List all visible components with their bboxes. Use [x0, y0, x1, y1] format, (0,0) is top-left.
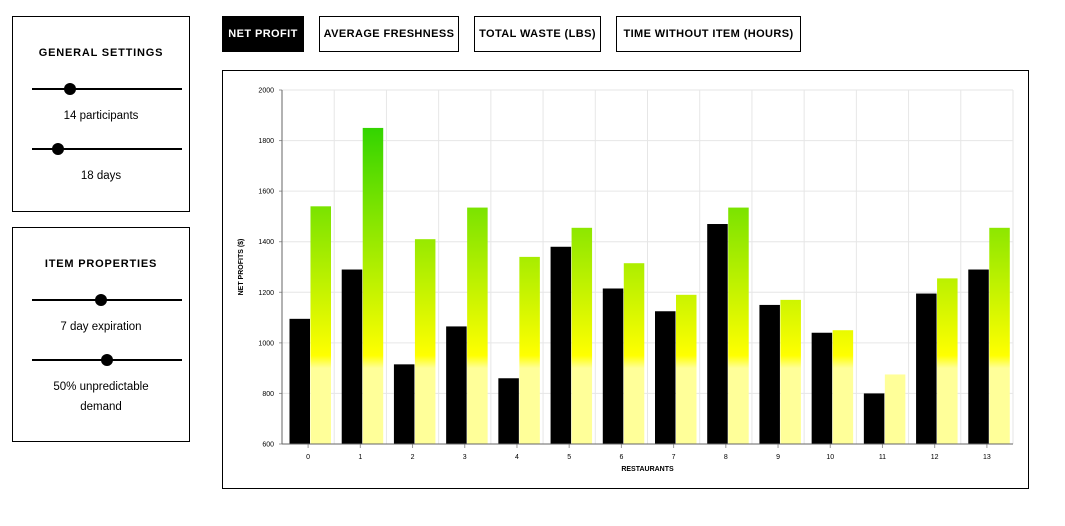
- x-tick-label: 11: [879, 454, 886, 461]
- expiration-slider[interactable]: [32, 293, 182, 307]
- x-tick-label: 8: [724, 454, 728, 461]
- bar-series-2: [519, 256, 540, 444]
- x-tick-label: 6: [619, 454, 623, 461]
- item-properties-title: ITEM PROPERTIES: [44, 258, 158, 270]
- tab-average-freshness[interactable]: AVERAGE FRESHNESS: [319, 16, 459, 52]
- bar-series-1: [811, 332, 833, 444]
- bar-series-1: [498, 378, 519, 444]
- bar-series-2: [414, 239, 436, 444]
- participants-label: 14 participants: [63, 110, 139, 122]
- y-tick-label: 1400: [258, 239, 274, 246]
- x-tick-label: 2: [411, 454, 415, 461]
- bar-series-1: [393, 364, 415, 444]
- x-tick-label: 3: [463, 454, 467, 461]
- bar-series-2: [989, 227, 1010, 444]
- bar-series-2: [884, 374, 906, 444]
- bar-series-2: [937, 278, 958, 444]
- bar-series-2: [623, 263, 645, 444]
- x-tick-label: 13: [983, 454, 991, 461]
- x-tick-label: 10: [826, 454, 834, 461]
- bar-series-1: [863, 393, 885, 444]
- grid-layer: [281, 89, 1014, 445]
- days-label: 18 days: [80, 170, 122, 182]
- chart-container: 600 800 1000 1200 1400 1600 1800 2000 0 1 2 3 4 5 6 7 8 9…: [222, 70, 1029, 489]
- y-tick-label: 1800: [258, 138, 274, 145]
- demand-slider[interactable]: [32, 353, 182, 367]
- tab-total-waste[interactable]: TOTAL WASTE (LBS): [474, 16, 601, 52]
- y-axis-title: NET PROFITS ($): [238, 239, 245, 296]
- slider-thumb[interactable]: [51, 143, 64, 155]
- x-tick-label: 4: [515, 454, 519, 461]
- y-tick-label: 1000: [258, 340, 274, 347]
- x-tick-label: 0: [306, 454, 310, 461]
- tab-time-without-item[interactable]: TIME WITHOUT ITEM (HOURS): [616, 16, 801, 52]
- general-settings-panel: GENERAL SETTINGS 14 participants 18 days: [12, 16, 190, 212]
- slider-track[interactable]: [32, 88, 182, 90]
- bar-series-1: [602, 288, 624, 444]
- bar-series-2: [728, 207, 749, 444]
- participants-slider[interactable]: [32, 82, 182, 96]
- slider-thumb[interactable]: [63, 83, 76, 95]
- demand-label: 50% unpredictable demand: [53, 381, 149, 413]
- bar-series-1: [446, 326, 467, 444]
- bars-layer: [289, 127, 1010, 444]
- y-tick-label: 1200: [258, 290, 274, 297]
- bar-series-2: [571, 227, 593, 444]
- x-tick-label: 9: [776, 454, 780, 461]
- x-tick-label: 5: [567, 454, 571, 461]
- y-tick-label: 1600: [258, 189, 274, 196]
- x-tick-label: 1: [358, 454, 362, 461]
- y-tick-label: 2000: [258, 88, 274, 95]
- bar-series-1: [759, 304, 780, 444]
- x-axis-title: RESTAURANTS: [621, 466, 674, 473]
- item-properties-panel: ITEM PROPERTIES 7 day expiration 50% unp…: [12, 227, 190, 442]
- x-tick-label: 12: [931, 454, 939, 461]
- bar-series-1: [655, 311, 676, 444]
- expiration-label: 7 day expiration: [60, 321, 142, 333]
- slider-thumb[interactable]: [95, 294, 108, 306]
- days-slider[interactable]: [32, 142, 182, 156]
- y-tick-label: 800: [262, 391, 274, 398]
- general-settings-title: GENERAL SETTINGS: [38, 47, 164, 59]
- bar-series-1: [707, 224, 728, 444]
- bar-series-1: [550, 246, 572, 444]
- bar-series-1: [289, 318, 310, 444]
- bar-series-1: [341, 269, 363, 444]
- tab-net-profit[interactable]: NET PROFIT: [222, 16, 304, 52]
- bar-series-2: [780, 299, 801, 444]
- bar-series-1: [916, 293, 937, 444]
- y-tick-label: 600: [262, 442, 274, 449]
- bar-series-2: [310, 206, 331, 444]
- bar-series-2: [362, 127, 384, 444]
- bar-series-1: [968, 269, 989, 444]
- bar-series-2: [832, 330, 854, 444]
- bar-series-2: [676, 294, 697, 444]
- x-tick-label: 7: [672, 454, 676, 461]
- bar-series-2: [467, 207, 488, 444]
- slider-thumb[interactable]: [101, 354, 113, 366]
- slider-track[interactable]: [32, 148, 182, 150]
